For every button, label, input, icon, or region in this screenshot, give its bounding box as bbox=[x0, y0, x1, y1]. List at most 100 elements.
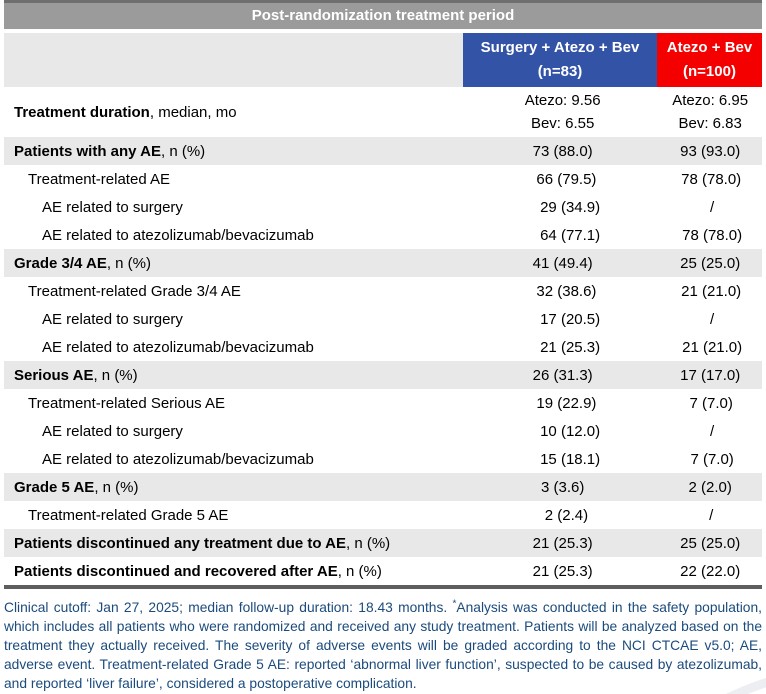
row-label: Treatment-related Serious AE bbox=[4, 389, 472, 417]
row-value: 17 (17.0) bbox=[680, 366, 741, 384]
row-label-rest: , n (%) bbox=[93, 366, 138, 384]
row-label-rest: AE related to surgery bbox=[42, 198, 183, 216]
row-label-rest: Treatment-related Serious AE bbox=[28, 394, 226, 412]
header-spacer-cell bbox=[4, 33, 463, 87]
row-value: 29 (34.9) bbox=[540, 198, 601, 216]
row-value: / bbox=[710, 422, 715, 440]
row-label: AE related to surgery bbox=[4, 417, 478, 445]
row-value: 21 (25.3) bbox=[532, 562, 593, 580]
column-header-arm-n: (n=83) bbox=[537, 63, 583, 80]
row-label-rest: AE related to atezolizumab/bevacizumab bbox=[42, 226, 314, 244]
row-value: 25 (25.0) bbox=[680, 534, 741, 552]
table-row: Treatment duration, median, mo Atezo: 9.… bbox=[4, 87, 762, 137]
table-body: Treatment duration, median, mo Atezo: 9.… bbox=[4, 87, 762, 585]
row-label-rest: Treatment-related Grade 3/4 AE bbox=[28, 282, 241, 300]
row-label: AE related to atezolizumab/bevacizumab bbox=[4, 333, 478, 361]
table-row: Patients discontinued any treatment due … bbox=[4, 529, 762, 557]
row-label-rest: Treatment-related Grade 5 AE bbox=[28, 506, 229, 524]
row-label: Patients discontinued and recovered afte… bbox=[4, 557, 467, 585]
row-value: 78 (78.0) bbox=[682, 226, 743, 244]
row-value: 25 (25.0) bbox=[680, 254, 741, 272]
row-label-rest: , n (%) bbox=[346, 534, 391, 552]
row-label: Serious AE, n (%) bbox=[4, 361, 467, 389]
row-value: Atezo: 9.56 Bev: 6.55 bbox=[524, 92, 601, 132]
table-row: Grade 5 AE, n (%) 3 (3.6) 2 (2.0) bbox=[4, 473, 762, 501]
table-title-bar: Post-randomization treatment period bbox=[4, 0, 762, 29]
footnote: Clinical cutoff: Jan 27, 2025; median fo… bbox=[4, 598, 762, 693]
row-label-bold: Serious AE bbox=[14, 366, 94, 384]
row-label-bold: Patients with any AE bbox=[14, 142, 161, 160]
table-row: Patients discontinued and recovered afte… bbox=[4, 557, 762, 585]
table-row: AE related to atezolizumab/bevacizumab 1… bbox=[4, 445, 762, 473]
row-value: 3 (3.6) bbox=[540, 478, 585, 496]
row-value: 2 (2.4) bbox=[544, 506, 589, 524]
table-row: AE related to surgery 29 (34.9) / bbox=[4, 193, 762, 221]
row-value: 17 (20.5) bbox=[540, 310, 601, 328]
column-header-arm-name: Surgery + Atezo + Bev bbox=[480, 39, 640, 56]
row-label-rest: , n (%) bbox=[337, 562, 382, 580]
footnote-text-pre: Clinical cutoff: Jan 27, 2025; median fo… bbox=[4, 600, 453, 615]
column-header-surgery-atezo-bev: Surgery + Atezo + Bev (n=83) bbox=[463, 33, 657, 87]
footnote-text-post: Analysis was conducted in the safety pop… bbox=[4, 600, 762, 691]
row-value: 21 (25.3) bbox=[540, 338, 601, 356]
row-value: 21 (25.3) bbox=[532, 534, 593, 552]
row-label-rest: AE related to atezolizumab/bevacizumab bbox=[42, 338, 314, 356]
table-row: AE related to surgery 10 (12.0) / bbox=[4, 417, 762, 445]
row-label-bold: Treatment duration bbox=[14, 103, 150, 121]
row-label-bold: Grade 5 AE bbox=[14, 478, 95, 496]
row-label: AE related to atezolizumab/bevacizumab bbox=[4, 445, 478, 473]
row-label: Treatment duration, median, mo bbox=[4, 87, 467, 137]
row-label-rest: AE related to atezolizumab/bevacizumab bbox=[42, 450, 314, 468]
row-label: Treatment-related Grade 3/4 AE bbox=[4, 277, 472, 305]
row-label-rest: , n (%) bbox=[94, 478, 139, 496]
table-row: Treatment-related Serious AE 19 (22.9) 7… bbox=[4, 389, 762, 417]
column-header-atezo-bev: Atezo + Bev (n=100) bbox=[657, 33, 762, 87]
row-label: AE related to surgery bbox=[4, 305, 478, 333]
row-value: 21 (21.0) bbox=[682, 338, 743, 356]
row-label: Grade 3/4 AE, n (%) bbox=[4, 249, 467, 277]
row-value: 26 (31.3) bbox=[532, 366, 593, 384]
row-value: 19 (22.9) bbox=[536, 394, 597, 412]
row-label-bold: Grade 3/4 AE bbox=[14, 254, 107, 272]
row-value: 15 (18.1) bbox=[540, 450, 601, 468]
row-value: 22 (22.0) bbox=[680, 562, 741, 580]
row-value: 41 (49.4) bbox=[532, 254, 593, 272]
column-header-arm-n: (n=100) bbox=[683, 63, 736, 80]
row-label: Treatment-related Grade 5 AE bbox=[4, 501, 472, 529]
row-value: 93 (93.0) bbox=[680, 142, 741, 160]
table-row: Treatment-related Grade 3/4 AE 32 (38.6)… bbox=[4, 277, 762, 305]
table-bottom-border bbox=[4, 585, 762, 589]
row-label-rest: AE related to surgery bbox=[42, 310, 183, 328]
table-row: AE related to atezolizumab/bevacizumab 6… bbox=[4, 221, 762, 249]
row-value: / bbox=[710, 310, 715, 328]
row-value: 32 (38.6) bbox=[536, 282, 597, 300]
row-label: AE related to atezolizumab/bevacizumab bbox=[4, 221, 478, 249]
table-header-row: Surgery + Atezo + Bev (n=83) Atezo + Bev… bbox=[4, 33, 762, 87]
row-label: Treatment-related AE bbox=[4, 165, 472, 193]
table-row: Serious AE, n (%) 26 (31.3) 17 (17.0) bbox=[4, 361, 762, 389]
row-value: 7 (7.0) bbox=[689, 394, 733, 412]
row-label-bold: Patients discontinued and recovered afte… bbox=[14, 562, 338, 580]
table-row: Treatment-related Grade 5 AE 2 (2.4) / bbox=[4, 501, 762, 529]
row-label-bold: Patients discontinued any treatment due … bbox=[14, 534, 346, 552]
table-row: Grade 3/4 AE, n (%) 41 (49.4) 25 (25.0) bbox=[4, 249, 762, 277]
row-label-rest: , n (%) bbox=[160, 142, 206, 160]
row-label: AE related to surgery bbox=[4, 193, 478, 221]
row-value: 10 (12.0) bbox=[540, 422, 601, 440]
column-header-arm-name: Atezo + Bev bbox=[666, 39, 753, 56]
row-value: / bbox=[710, 198, 715, 216]
row-label-rest: AE related to surgery bbox=[42, 422, 183, 440]
row-label: Patients with any AE, n (%) bbox=[4, 137, 467, 165]
row-value: / bbox=[709, 506, 714, 524]
row-value: 7 (7.0) bbox=[690, 450, 734, 468]
row-value: Atezo: 6.95 Bev: 6.83 bbox=[672, 92, 749, 132]
table-row: AE related to surgery 17 (20.5) / bbox=[4, 305, 762, 333]
row-label-rest: Treatment-related AE bbox=[28, 170, 171, 188]
row-value: 2 (2.0) bbox=[688, 478, 732, 496]
footnote-asterisk: * bbox=[452, 598, 457, 610]
row-label-rest: , median, mo bbox=[149, 103, 237, 121]
row-value: 78 (78.0) bbox=[681, 170, 742, 188]
row-value: 73 (88.0) bbox=[532, 142, 593, 160]
table-row: Patients with any AE, n (%) 73 (88.0) 93… bbox=[4, 137, 762, 165]
